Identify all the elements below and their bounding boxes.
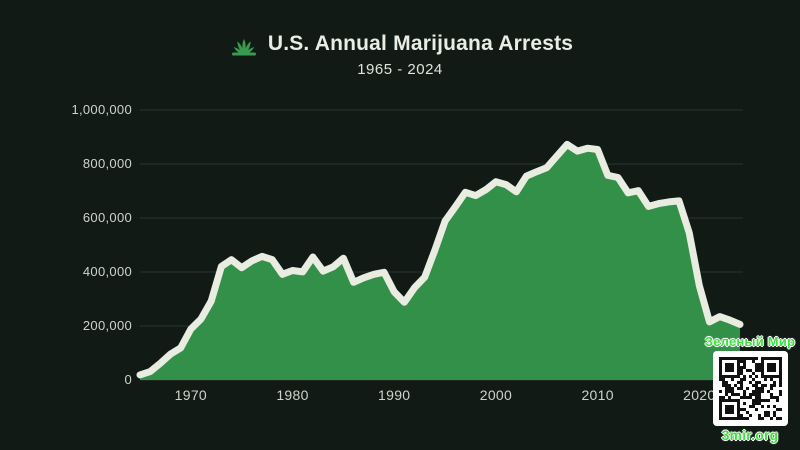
y-axis-tick-label: 800,000 [82, 156, 132, 171]
y-axis-tick-label: 400,000 [82, 264, 132, 279]
title-row: U.S. Annual Marijuana Arrests [0, 31, 800, 57]
x-axis-tick-label: 1990 [378, 387, 411, 403]
watermark: Зеленый Мир 3mir.org [697, 334, 800, 443]
header: U.S. Annual Marijuana Arrests 1965 - 202… [0, 31, 800, 78]
page-title: U.S. Annual Marijuana Arrests [267, 32, 574, 55]
x-axis-tick-label: 2020 [683, 387, 716, 403]
y-axis-tick-label: 200,000 [82, 318, 132, 333]
area-series-line [136, 140, 744, 379]
y-axis-tick-label: 600,000 [82, 210, 132, 225]
x-axis-tick-label: 1980 [276, 387, 309, 403]
area-series-fill [140, 144, 740, 380]
watermark-url: 3mir.org [721, 427, 779, 443]
watermark-site-name: Зеленый Мир [704, 334, 796, 349]
cannabis-leaf-icon [231, 38, 256, 56]
x-axis-tick-label: 2010 [581, 387, 614, 403]
x-axis-tick-label: 2000 [479, 387, 513, 403]
qr-code [712, 351, 788, 426]
y-axis-tick-label: 1,000,000 [71, 102, 132, 117]
x-axis-tick-label: 1970 [174, 387, 208, 403]
page-subtitle: 1965 - 2024 [357, 61, 443, 78]
y-axis-tick-label: 0 [124, 372, 132, 387]
